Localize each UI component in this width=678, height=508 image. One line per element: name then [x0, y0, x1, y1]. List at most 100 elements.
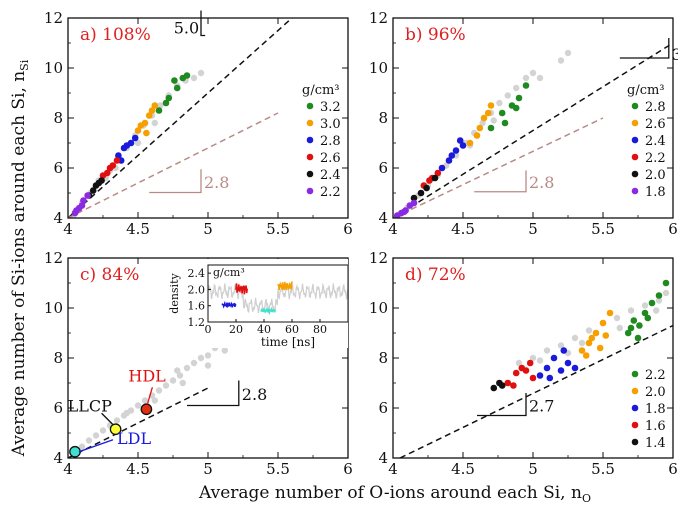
reference-line: [399, 324, 673, 458]
x-tick-label: 5: [203, 460, 213, 478]
inset-y-tick-label: 2.0: [188, 283, 206, 296]
data-point: [641, 309, 649, 317]
inset-x-tick-label: 0: [205, 323, 212, 336]
panel-2: 3.5 2.8 4 4.5 5 5.5 6 4 6 8 10 12 b) 96% g/cm³ 2.8 2.6 2…: [369, 9, 678, 238]
data-point: [564, 359, 572, 367]
background-point: [504, 92, 511, 99]
data-point: [655, 292, 663, 299]
slope-label: 2.7: [529, 396, 554, 415]
inset-unit-label: g/cm³: [213, 266, 245, 279]
legend-label: 3.0: [320, 117, 341, 132]
inset-y-tick-label: 1.2: [188, 316, 206, 329]
slope-triangle: [474, 170, 527, 193]
background-point: [179, 379, 186, 387]
inset-trace-grey: [207, 282, 349, 314]
data-point: [103, 169, 111, 177]
data-point: [131, 134, 139, 142]
inset-y-tick-label: 2.4: [188, 267, 206, 280]
y-tick-label: 10: [44, 59, 63, 77]
y-tick-label: 4: [378, 209, 388, 227]
x-tick-label: 5.5: [266, 220, 290, 238]
background-point: [169, 377, 177, 384]
legend-marker: [306, 136, 314, 144]
background-point: [564, 49, 572, 57]
background-point: [190, 359, 198, 367]
y-tick-label: 10: [369, 59, 388, 77]
data-point: [456, 137, 464, 144]
x-tick-label: 5.5: [591, 460, 615, 478]
data-point: [400, 208, 408, 216]
background-point: [529, 69, 537, 77]
background-point: [134, 402, 142, 409]
data-point: [459, 142, 467, 149]
x-tick-label: 5: [528, 460, 538, 478]
legend-label: 2.8: [320, 134, 341, 149]
background-point: [578, 339, 586, 347]
inset: 0 20 40 60 80 1.2 1.6 2.0 2.4 g/cm³ time [ns] densi…: [148, 259, 349, 349]
data-point: [410, 199, 418, 207]
x-tick-label: 4.5: [451, 460, 475, 478]
slope-triangle: [187, 380, 240, 407]
slope-label: 2.8: [242, 385, 267, 404]
background-point: [151, 397, 158, 404]
inset-frame: [207, 264, 349, 323]
y-tick-label: 6: [53, 399, 63, 417]
background-point: [197, 69, 205, 77]
background-point: [134, 139, 142, 147]
inset-background: [148, 259, 348, 348]
legend-label: 2.2: [645, 368, 666, 383]
data-point: [473, 132, 481, 139]
data-point: [529, 374, 537, 382]
data-point: [596, 344, 604, 352]
data-point: [543, 364, 551, 372]
legend-label: 1.8: [645, 402, 666, 417]
marker-llcp: [109, 423, 122, 436]
panel-label: a) 108%: [80, 25, 151, 45]
data-point: [624, 329, 632, 337]
data-point: [522, 82, 530, 89]
data-point: [487, 102, 495, 109]
data-point: [423, 184, 430, 192]
background-point: [557, 342, 565, 349]
background-point: [78, 443, 86, 450]
inset-x-tick-label: 40: [257, 323, 271, 336]
data-point: [78, 202, 86, 209]
data-point: [512, 104, 520, 112]
llcp-label: LLCP: [68, 396, 112, 415]
data-point: [431, 174, 439, 182]
background-point: [155, 387, 163, 394]
data-point: [173, 84, 181, 92]
data-point: [550, 354, 558, 362]
background-point: [197, 354, 205, 362]
data-point: [109, 162, 117, 169]
y-tick-label: 8: [53, 349, 63, 367]
legend-label: 2.0: [645, 385, 666, 400]
plot-area: [399, 279, 673, 458]
background-point: [536, 357, 544, 364]
background-point: [529, 354, 537, 362]
legend-marker: [631, 170, 639, 178]
y-tick-label: 12: [44, 249, 63, 267]
x-tick-label: 5: [203, 220, 213, 238]
y-tick-label: 10: [44, 299, 63, 317]
x-tick-label: 4: [388, 220, 398, 238]
data-point: [123, 142, 131, 149]
background-point: [176, 372, 184, 379]
inset-x-label: time [ns]: [261, 335, 315, 349]
y-tick-label: 4: [53, 449, 63, 467]
data-point: [84, 192, 91, 199]
slope-triangle: [149, 169, 202, 194]
data-point: [627, 324, 635, 332]
legend-label: 2.2: [645, 151, 666, 166]
legend-marker: [631, 387, 639, 395]
legend-label: 1.6: [645, 419, 666, 434]
background-point: [162, 382, 170, 389]
y-tick-label: 4: [53, 209, 63, 227]
data-point: [546, 374, 554, 382]
data-point: [522, 367, 530, 374]
y-tick-label: 6: [378, 399, 388, 417]
slope-triangle: [477, 393, 527, 417]
legend-label: 1.8: [645, 185, 666, 200]
data-point: [501, 119, 509, 127]
y-tick-label: 8: [53, 109, 63, 127]
